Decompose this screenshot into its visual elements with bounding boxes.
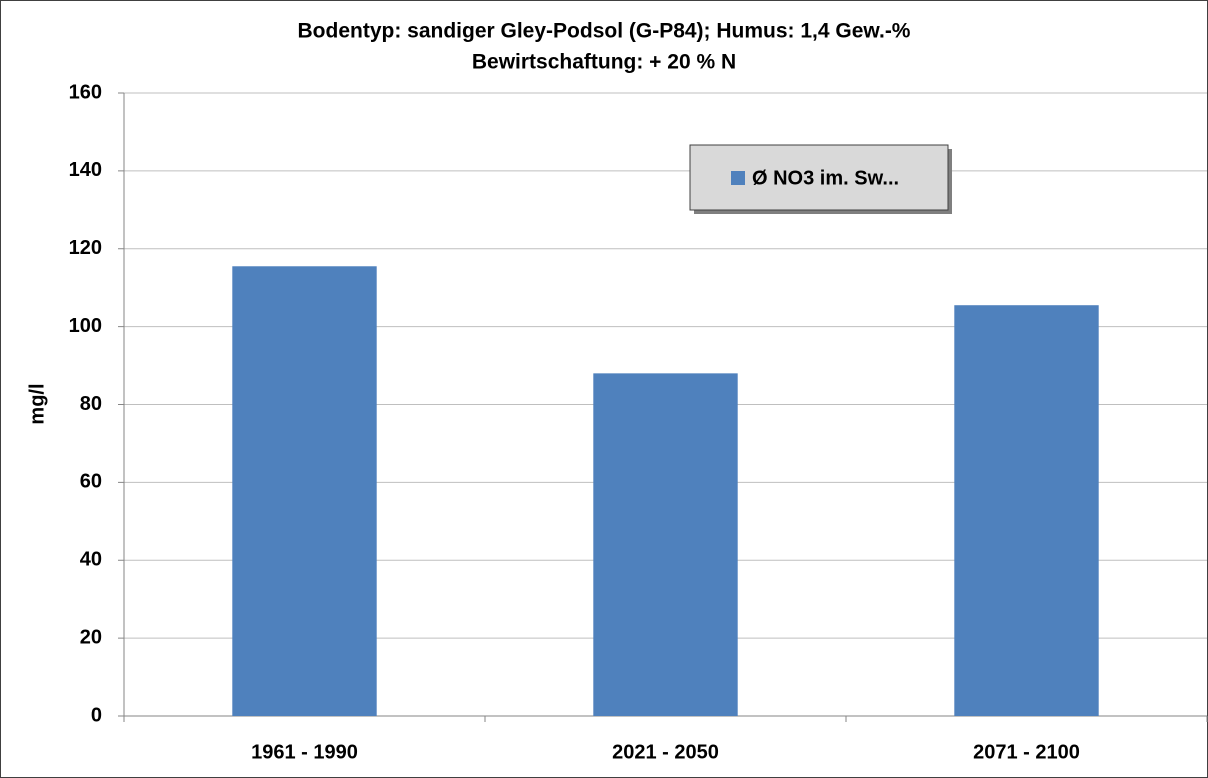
y-tick-label: 20 [80, 626, 102, 648]
legend: Ø NO3 im. Sw... [689, 144, 952, 214]
y-tick-label: 0 [91, 704, 102, 726]
chart-subtitle: Bewirtschaftung: + 20 % N [472, 51, 736, 74]
y-tick-label: 60 [80, 471, 102, 493]
x-tick-label: 2071 - 2100 [973, 741, 1080, 763]
y-tick-label: 160 [69, 81, 102, 103]
x-tick-label: 1961 - 1990 [251, 741, 358, 763]
y-axis-label: mg/l [26, 383, 48, 424]
y-tick-label: 140 [69, 159, 102, 181]
legend-swatch [731, 171, 745, 185]
y-tick-label: 120 [69, 237, 102, 259]
x-tick-label: 2021 - 2050 [612, 741, 719, 763]
bar [232, 266, 377, 716]
legend-label: Ø NO3 im. Sw... [752, 167, 899, 189]
y-tick-label: 80 [80, 393, 102, 415]
bar [593, 373, 738, 716]
y-tick-label: 100 [69, 315, 102, 337]
chart-title: Bodentyp: sandiger Gley-Podsol (G-P84); … [298, 20, 911, 43]
bar [954, 305, 1099, 716]
y-tick-label: 40 [80, 549, 102, 571]
